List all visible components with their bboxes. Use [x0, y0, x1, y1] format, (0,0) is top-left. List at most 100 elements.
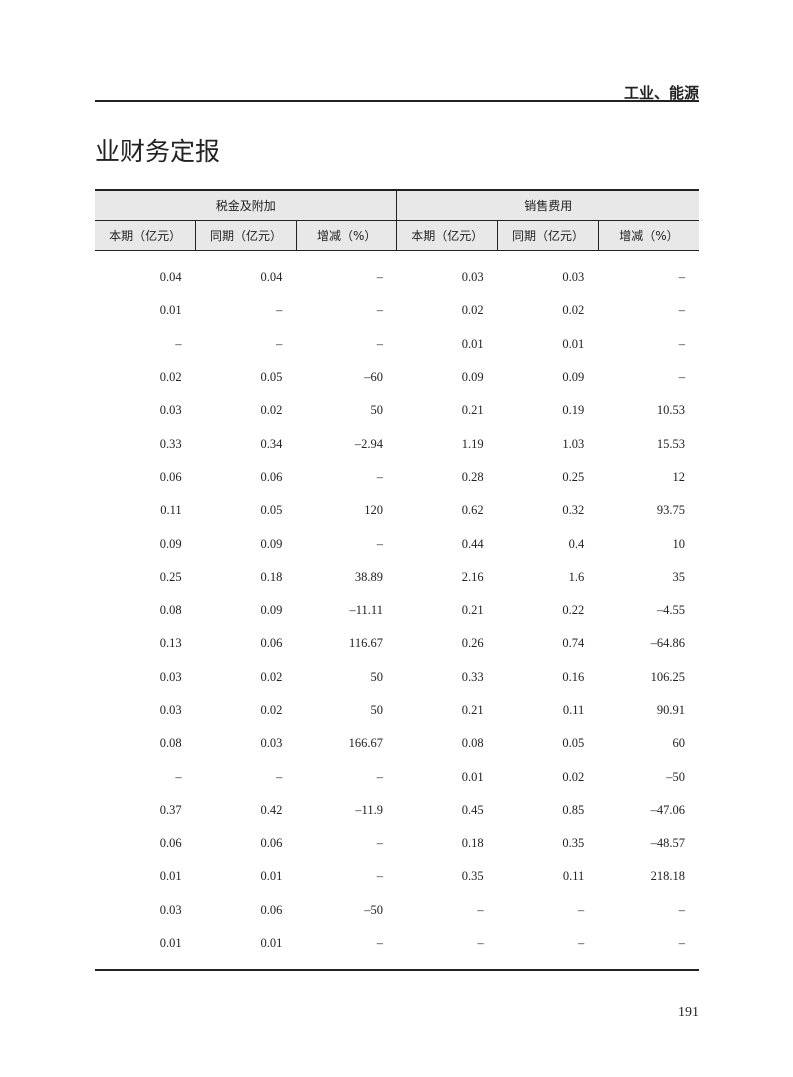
table-cell: 1.19 — [461, 436, 484, 451]
table-cell: 60 — [672, 736, 686, 751]
table-cell: 0.35 — [562, 836, 585, 851]
table-cell: 0.21 — [461, 703, 484, 717]
table-cell: – — [678, 270, 685, 285]
table-cell: 0.05 — [260, 370, 283, 385]
table-cell: – — [175, 336, 182, 351]
table-cell: 0.04 — [260, 270, 283, 285]
table-cell: – — [678, 902, 685, 917]
table-cell: 0.22 — [562, 603, 585, 618]
table-row: 0.06 0.06 – 0.18 0.35 –48.57 — [95, 827, 699, 860]
table-cell: –64.86 — [650, 636, 685, 651]
table-cell: 50 — [370, 403, 383, 418]
table-cell: 0.03 — [260, 736, 283, 751]
table-cell: 218.18 — [650, 869, 685, 884]
table-cell: 0.62 — [461, 503, 484, 518]
table-row: 0.01 0.01 – – – – — [95, 927, 699, 960]
table-cell: 2.16 — [461, 569, 484, 584]
data-table: 税金及附加 销售费用 本期（亿元） 同期（亿元） 增减（%） 本期（亿元） 同期（亿元）… — [95, 189, 699, 960]
table-cell: 0.26 — [461, 636, 484, 651]
table-cell: 0.25 — [159, 569, 182, 584]
table-cell: 0.33 — [159, 436, 182, 451]
table-cell: 1.03 — [562, 436, 585, 451]
table-cell: – — [376, 536, 383, 551]
table-cell: – — [678, 370, 685, 385]
table-row: 0.11 0.05 120 0.62 0.32 93.75 — [95, 494, 699, 527]
table-cell: – — [376, 936, 383, 951]
table-cell: 0.09 — [260, 603, 283, 618]
table-cell: –2.94 — [354, 436, 383, 451]
table-cell: 0.02 — [260, 703, 283, 717]
table-cell: 0.03 — [159, 669, 182, 684]
table-cell: 50 — [370, 669, 383, 684]
table-row: 0.08 0.03 166.67 0.08 0.05 60 — [95, 727, 699, 760]
table-cell: 0.16 — [562, 669, 585, 684]
table-cell: 116.67 — [349, 636, 383, 651]
table-row: 0.08 0.09 –11.11 0.21 0.22 –4.55 — [95, 594, 699, 627]
table-row: 0.04 0.04 – 0.03 0.03 – — [95, 251, 699, 295]
table-row: 0.03 0.02 50 0.21 0.19 10.53 — [95, 394, 699, 427]
table-cell: –50 — [364, 902, 383, 917]
table-cell: 0.06 — [159, 836, 182, 851]
table-cell: – — [678, 336, 685, 351]
table-cell: – — [376, 869, 383, 884]
table-row: 0.13 0.06 116.67 0.26 0.74 –64.86 — [95, 627, 699, 660]
table-row: 0.09 0.09 – 0.44 0.4 10 — [95, 527, 699, 560]
table-cell: 90.91 — [656, 703, 685, 717]
table-cell: 0.06 — [260, 469, 283, 484]
table-cell: 0.32 — [562, 503, 585, 518]
table-cell: 0.45 — [461, 802, 484, 817]
table-cell: – — [477, 936, 484, 951]
table-cell: 0.11 — [562, 869, 585, 884]
table-cell: 0.05 — [260, 503, 283, 518]
table-cell: – — [276, 303, 283, 318]
table-cell: 0.06 — [260, 902, 283, 917]
table-cell: – — [276, 336, 283, 351]
table-cell: 0.42 — [260, 802, 283, 817]
table-cell: 0.11 — [562, 703, 585, 717]
table-cell: –47.06 — [650, 802, 685, 817]
table-cell: 0.02 — [159, 370, 182, 385]
table-cell: 10 — [672, 536, 686, 551]
table-cell: 0.05 — [562, 736, 585, 751]
column-header: 本期（亿元） — [95, 220, 196, 251]
table-cell: – — [376, 270, 383, 285]
header-rule — [95, 100, 699, 102]
group-header: 税金及附加 — [95, 189, 397, 221]
table-cell: –11.9 — [355, 802, 383, 817]
table-cell: – — [578, 902, 585, 917]
table-row: 0.25 0.18 38.89 2.16 1.6 35 — [95, 561, 699, 594]
table-cell: 0.34 — [260, 436, 283, 451]
table-cell: 0.06 — [159, 469, 182, 484]
table-row: – – – 0.01 0.02 –50 — [95, 760, 699, 793]
column-header: 同期（亿元） — [195, 220, 297, 251]
table-cell: 0.44 — [461, 536, 484, 551]
table-row: 0.03 0.02 50 0.33 0.16 106.25 — [95, 661, 699, 694]
table-cell: 35 — [672, 569, 686, 584]
table-cell: 0.01 — [461, 769, 484, 784]
table-cell: 0.21 — [461, 403, 484, 418]
table-row: 0.33 0.34 –2.94 1.19 1.03 15.53 — [95, 427, 699, 460]
table-cell: 10.53 — [656, 403, 685, 418]
table-cell: 0.01 — [260, 869, 283, 884]
table-cell: –50 — [666, 769, 685, 784]
table-cell: 0.03 — [159, 403, 182, 418]
table-cell: 0.11 — [160, 503, 182, 518]
table-cell: – — [376, 769, 383, 784]
table-cell: 0.09 — [260, 536, 283, 551]
table-cell: 0.06 — [260, 836, 283, 851]
table-cell: 0.03 — [461, 270, 484, 285]
table-cell: –11.11 — [349, 603, 383, 618]
table-cell: 0.01 — [159, 869, 182, 884]
table-cell: 0.21 — [461, 603, 484, 618]
table-cell: 0.37 — [159, 802, 182, 817]
table-cell: 0.01 — [159, 936, 182, 951]
table-cell: 0.02 — [461, 303, 484, 318]
table-cell: 1.6 — [568, 569, 585, 584]
column-header: 同期（亿元） — [497, 220, 599, 251]
footer-rule — [95, 969, 699, 971]
table-cell: – — [477, 902, 484, 917]
table-cell: 0.08 — [461, 736, 484, 751]
table-cell: 0.13 — [159, 636, 182, 651]
table-cell: 93.75 — [656, 503, 685, 518]
table-cell: 0.4 — [568, 536, 585, 551]
